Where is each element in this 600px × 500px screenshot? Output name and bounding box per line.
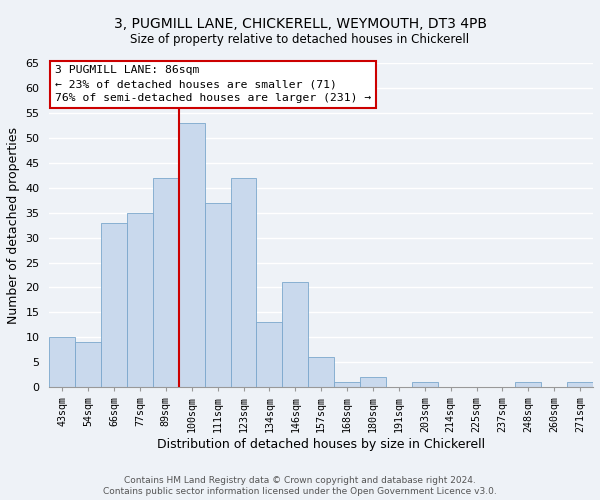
Text: 3, PUGMILL LANE, CHICKERELL, WEYMOUTH, DT3 4PB: 3, PUGMILL LANE, CHICKERELL, WEYMOUTH, D…: [113, 18, 487, 32]
Bar: [412, 382, 438, 387]
Bar: [75, 342, 101, 387]
Bar: [179, 123, 205, 387]
Bar: [127, 213, 153, 387]
Bar: [205, 203, 230, 387]
Text: Contains public sector information licensed under the Open Government Licence v3: Contains public sector information licen…: [103, 488, 497, 496]
Bar: [49, 337, 75, 387]
Bar: [334, 382, 360, 387]
Text: Contains HM Land Registry data © Crown copyright and database right 2024.: Contains HM Land Registry data © Crown c…: [124, 476, 476, 485]
Bar: [515, 382, 541, 387]
Bar: [567, 382, 593, 387]
Bar: [153, 178, 179, 387]
Bar: [283, 282, 308, 387]
Bar: [308, 357, 334, 387]
X-axis label: Distribution of detached houses by size in Chickerell: Distribution of detached houses by size …: [157, 438, 485, 450]
Bar: [256, 322, 283, 387]
Bar: [101, 222, 127, 387]
Bar: [360, 377, 386, 387]
Y-axis label: Number of detached properties: Number of detached properties: [7, 126, 20, 324]
Bar: [230, 178, 256, 387]
Text: Size of property relative to detached houses in Chickerell: Size of property relative to detached ho…: [130, 32, 470, 46]
Text: 3 PUGMILL LANE: 86sqm
← 23% of detached houses are smaller (71)
76% of semi-deta: 3 PUGMILL LANE: 86sqm ← 23% of detached …: [55, 65, 371, 103]
